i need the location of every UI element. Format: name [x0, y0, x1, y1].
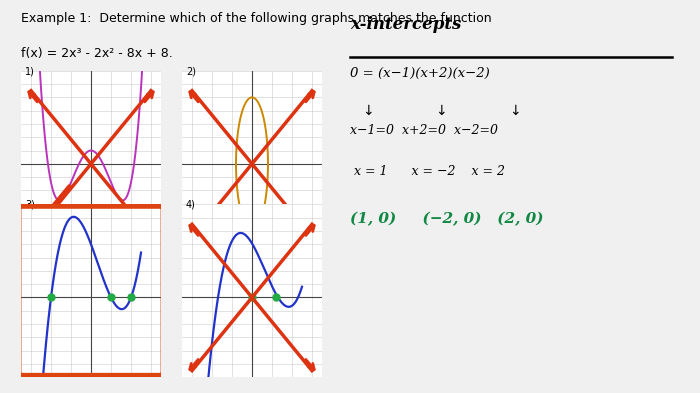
Text: (1, 0)     (−2, 0)   (2, 0): (1, 0) (−2, 0) (2, 0) [350, 212, 543, 226]
Text: ↓: ↓ [509, 104, 520, 118]
Text: 3): 3) [25, 200, 35, 210]
Text: x = 1      x = −2    x = 2: x = 1 x = −2 x = 2 [354, 165, 505, 178]
Text: 1): 1) [25, 66, 35, 76]
Text: ↓: ↓ [435, 104, 447, 118]
Text: x−1=0  x+2=0  x−2=0: x−1=0 x+2=0 x−2=0 [350, 124, 498, 137]
Text: 0 = (x−1)(x+2)(x−2): 0 = (x−1)(x+2)(x−2) [350, 67, 490, 80]
Text: Example 1:  Determine which of the following graphs matches the function: Example 1: Determine which of the follow… [21, 12, 491, 25]
Text: f(x) = 2x³ - 2x² - 8x + 8.: f(x) = 2x³ - 2x² - 8x + 8. [21, 47, 173, 60]
Text: 2): 2) [186, 66, 196, 76]
Text: x-intercepts: x-intercepts [350, 16, 461, 33]
Text: 4): 4) [186, 200, 196, 210]
Text: ↓: ↓ [362, 104, 373, 118]
